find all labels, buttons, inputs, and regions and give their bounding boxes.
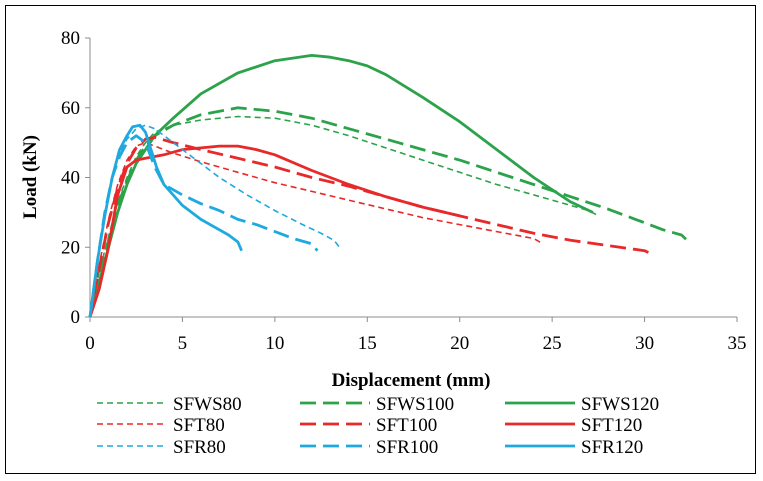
x-tick-label: 15 [358, 333, 377, 354]
legend-label-sfr80: SFR80 [173, 437, 226, 458]
series-lines [88, 54, 692, 318]
y-axis-title: Load (kN) [20, 135, 41, 219]
legend-label-sft100: SFT100 [376, 415, 437, 436]
x-tick-label: 30 [635, 333, 654, 354]
x-axis-title: Displacement (mm) [332, 370, 491, 391]
legend-label-sfr100: SFR100 [376, 437, 438, 458]
y-tick-label: 40 [61, 168, 80, 189]
x-tick-label: 35 [728, 333, 747, 354]
series-line-sfws120 [88, 54, 594, 318]
x-tick-label: 25 [543, 333, 562, 354]
series-line-sft100 [88, 135, 653, 318]
y-tick-label: 80 [61, 28, 80, 49]
series-line-sfws100 [88, 106, 692, 318]
x-tick-label: 0 [85, 333, 95, 354]
chart-frame [5, 5, 756, 474]
x-tick-label: 10 [265, 333, 284, 354]
legend-label-sfws120: SFWS120 [581, 394, 659, 415]
axes: 0 20 40 60 80 0 5 10 15 20 25 30 35 [61, 28, 747, 354]
x-tick-label: 5 [178, 333, 188, 354]
legend-label-sft120: SFT120 [581, 415, 642, 436]
legend-label-sft80: SFT80 [173, 415, 225, 436]
y-tick-label: 60 [61, 98, 80, 119]
series-line-sfws80 [89, 115, 599, 318]
series-line-sfr100 [88, 134, 319, 318]
series-line-sft120 [88, 144, 461, 318]
y-tick-label: 0 [71, 307, 81, 328]
y-tick-label: 20 [61, 237, 80, 258]
legend-label-sfws80: SFWS80 [173, 394, 242, 415]
series-line-sfr120 [88, 123, 243, 318]
legend-label-sfr120: SFR120 [581, 437, 643, 458]
legend-label-sfws100: SFWS100 [376, 394, 454, 415]
x-tick-label: 20 [450, 333, 469, 354]
